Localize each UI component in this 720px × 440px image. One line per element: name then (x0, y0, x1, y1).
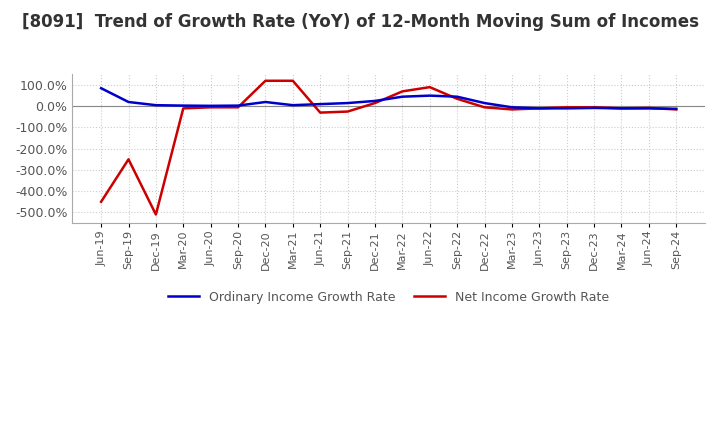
Ordinary Income Growth Rate (426, 93, 434, 98)
Net Income Growth Rate (535, 106, 544, 111)
Ordinary Income Growth Rate (124, 99, 132, 105)
Net Income Growth Rate (480, 105, 489, 110)
Ordinary Income Growth Rate (590, 105, 598, 110)
Ordinary Income Growth Rate (152, 103, 161, 108)
Net Income Growth Rate (152, 212, 161, 217)
Ordinary Income Growth Rate (96, 85, 105, 91)
Net Income Growth Rate (562, 105, 571, 110)
Net Income Growth Rate (371, 100, 379, 106)
Text: [8091]  Trend of Growth Rate (YoY) of 12-Month Moving Sum of Incomes: [8091] Trend of Growth Rate (YoY) of 12-… (22, 13, 698, 31)
Ordinary Income Growth Rate (179, 103, 188, 108)
Net Income Growth Rate (207, 105, 215, 110)
Net Income Growth Rate (343, 109, 352, 114)
Ordinary Income Growth Rate (261, 99, 270, 105)
Ordinary Income Growth Rate (453, 94, 462, 99)
Net Income Growth Rate (426, 84, 434, 90)
Net Income Growth Rate (234, 105, 243, 110)
Net Income Growth Rate (617, 106, 626, 111)
Ordinary Income Growth Rate (316, 102, 325, 107)
Ordinary Income Growth Rate (398, 94, 407, 99)
Net Income Growth Rate (96, 199, 105, 205)
Ordinary Income Growth Rate (562, 106, 571, 111)
Ordinary Income Growth Rate (644, 106, 653, 111)
Ordinary Income Growth Rate (343, 100, 352, 106)
Ordinary Income Growth Rate (535, 106, 544, 111)
Net Income Growth Rate (398, 89, 407, 94)
Line: Net Income Growth Rate: Net Income Growth Rate (101, 81, 676, 215)
Net Income Growth Rate (644, 105, 653, 110)
Net Income Growth Rate (508, 107, 516, 112)
Ordinary Income Growth Rate (672, 106, 680, 111)
Legend: Ordinary Income Growth Rate, Net Income Growth Rate: Ordinary Income Growth Rate, Net Income … (163, 286, 615, 309)
Line: Ordinary Income Growth Rate: Ordinary Income Growth Rate (101, 88, 676, 109)
Net Income Growth Rate (124, 157, 132, 162)
Net Income Growth Rate (672, 107, 680, 112)
Net Income Growth Rate (179, 106, 188, 111)
Net Income Growth Rate (289, 78, 297, 84)
Net Income Growth Rate (261, 78, 270, 84)
Ordinary Income Growth Rate (371, 98, 379, 103)
Ordinary Income Growth Rate (617, 106, 626, 111)
Ordinary Income Growth Rate (508, 105, 516, 110)
Ordinary Income Growth Rate (207, 103, 215, 108)
Net Income Growth Rate (453, 96, 462, 102)
Ordinary Income Growth Rate (289, 103, 297, 108)
Ordinary Income Growth Rate (234, 103, 243, 108)
Ordinary Income Growth Rate (480, 100, 489, 106)
Net Income Growth Rate (590, 105, 598, 110)
Net Income Growth Rate (316, 110, 325, 115)
